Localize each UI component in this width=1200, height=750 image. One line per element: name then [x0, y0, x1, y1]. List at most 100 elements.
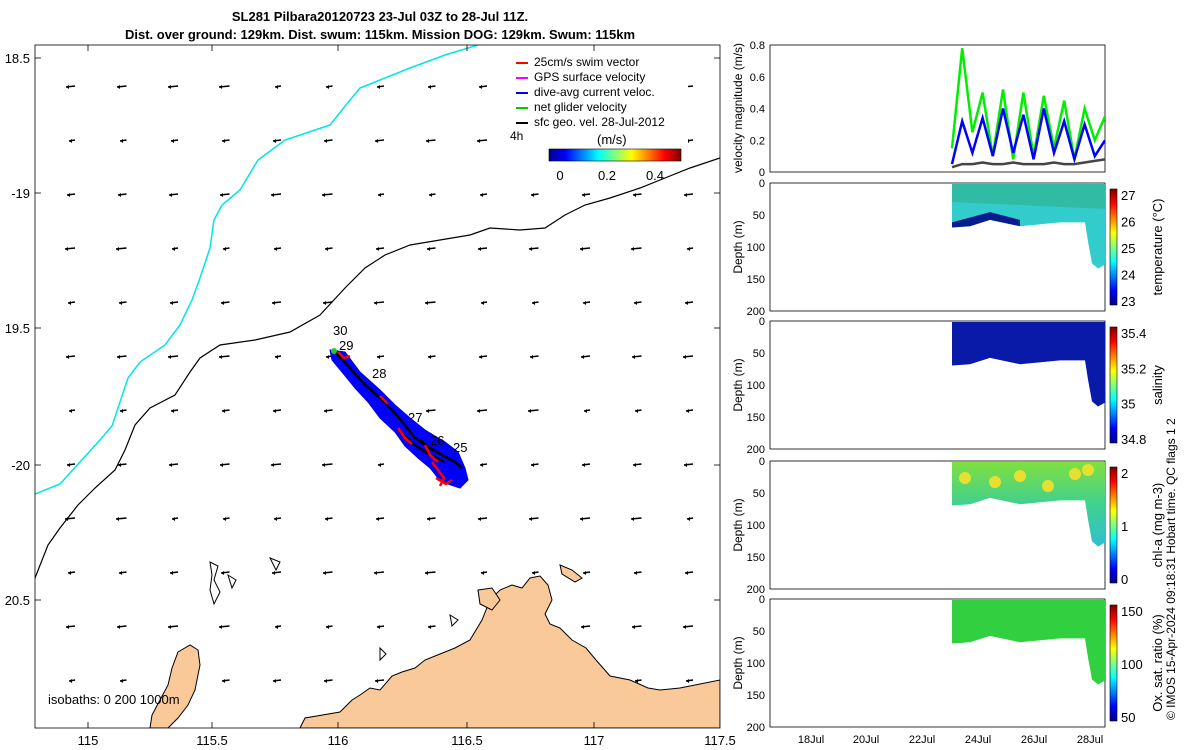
velocity-panel: 0 0.2 0.4 0.6 0.8 velocity magnitude (m/s) [731, 40, 1106, 179]
section-ytick-label: 0 [759, 456, 765, 468]
legend-item: net glider velocity [512, 100, 690, 115]
vector-arrow-head [272, 571, 275, 575]
vector-arrow-head [275, 625, 278, 629]
time-tick-label: 26Jul [1021, 734, 1047, 746]
vector-arrow-head [69, 679, 72, 683]
vector-arrow-head [66, 355, 69, 359]
island-large [149, 644, 201, 728]
vector-arrow-head [632, 625, 635, 629]
figure-title-line2: Dist. over ground: 129km. Dist. swum: 11… [124, 27, 636, 42]
section-ytick-label: 50 [753, 488, 765, 500]
vector-arrow-head [378, 463, 381, 467]
vector-arrow-head [170, 571, 173, 575]
vector-arrow-head [480, 463, 483, 467]
chl-patch [1042, 480, 1054, 492]
vector-arrow-head [120, 139, 123, 143]
lon-tick-label: 117.5 [704, 733, 736, 748]
legend-swatch [516, 91, 528, 94]
vector-arrow-head [427, 517, 430, 521]
colorbar-tick-label: 0.2 [598, 168, 616, 183]
vector-arrow-head [271, 193, 274, 197]
vector-arrow-head [120, 409, 123, 413]
vector-arrow-head [219, 355, 222, 359]
section-ytick-label: 100 [747, 520, 765, 532]
vector-arrow-head [529, 247, 532, 251]
vector-arrow-head [428, 625, 431, 629]
velocity-series [950, 48, 1105, 169]
section-ytick-label: 200 [747, 584, 765, 596]
lon-tick-labels: 115 115.5 116 116.5 117 117.5 [78, 733, 736, 748]
section-colorbar-tick: 25 [1121, 241, 1135, 256]
vector-arrow-head [69, 409, 72, 413]
vector-arrow-head [374, 571, 377, 575]
lat-tick-label: 18.5 [5, 51, 30, 66]
section-data-fill [952, 322, 1105, 407]
lon-tick-label: 116.5 [451, 733, 483, 748]
map-tick-marks [35, 45, 720, 728]
vector-arrow-head [530, 355, 533, 359]
section-colorbar-tick: 50 [1121, 710, 1135, 725]
vector-arrow-head [274, 247, 277, 251]
vector-arrow-head [580, 247, 583, 251]
section-ytick-label: 150 [747, 412, 765, 424]
day-label: 28 [372, 366, 386, 381]
section-colorbar-label: temperature (°C) [1150, 199, 1165, 296]
vector-arrow-head [172, 247, 175, 251]
isobath-200m [35, 45, 479, 495]
lat-tick-label: -20 [11, 458, 30, 473]
swim-vectors [337, 351, 453, 487]
section-colorbar [1109, 466, 1118, 584]
section-ytick-label: 0 [759, 178, 765, 190]
vector-arrow-head [222, 139, 225, 143]
vector-arrow-head [684, 463, 687, 467]
time-tick-label: 18Jul [798, 734, 824, 746]
islet-cluster [209, 557, 459, 662]
section-warm-layer [952, 184, 1105, 209]
vector-arrow-head [377, 625, 380, 629]
lat-tick-label: 19.5 [5, 321, 30, 336]
section-colorbar-tick: 2 [1121, 466, 1128, 481]
section-ytick-label: 100 [747, 658, 765, 670]
vector-arrow-head [65, 247, 68, 251]
vector-arrow-head [324, 679, 327, 683]
vector-arrow-head [117, 355, 120, 359]
chl-patch [1014, 470, 1026, 482]
vector-arrow-head [478, 517, 481, 521]
section-ytick-label: 50 [753, 210, 765, 222]
vector-arrow-head [686, 409, 689, 413]
vector-arrow-head [223, 247, 226, 251]
time-axis-ticks: 18Jul 20Jul 22Jul 24Jul 26Jul 28Jul [798, 734, 1103, 746]
vector-arrow-head [529, 517, 532, 521]
vector-arrow-head [117, 625, 120, 629]
vector-arrow-head [685, 301, 688, 305]
map-colorbar-ticks: 0 0.2 0.4 [556, 168, 664, 183]
mainland-coast [299, 575, 720, 728]
vector-arrow-head [580, 517, 583, 521]
vector-arrow-head [633, 463, 636, 467]
vector-arrow-head [326, 625, 329, 629]
velocity-ytick-label: 0.8 [750, 40, 765, 52]
geostrophic-vector-field [64, 85, 694, 683]
vector-arrow-head [528, 409, 531, 413]
colorbar-tick-label: 0 [556, 168, 563, 183]
vector-arrow-head [374, 301, 377, 305]
legend-swatch [516, 76, 528, 79]
island-small-1 [477, 587, 501, 611]
vector-arrow-head [119, 301, 122, 305]
vector-arrow-head [221, 301, 224, 305]
map-frame [34, 44, 721, 729]
section-colorbar-tick: 26 [1121, 215, 1135, 230]
section-ytick-label: 150 [747, 552, 765, 564]
vector-arrow-head [377, 85, 380, 89]
vector-arrow-head [480, 193, 483, 197]
vector-arrow-head [531, 193, 534, 197]
vector-arrow-head [223, 517, 226, 521]
section-ylabel: Depth (m) [731, 220, 745, 273]
vector-arrow-head [116, 247, 119, 251]
vector-arrow-head [220, 463, 223, 467]
vector-arrow-head [322, 463, 325, 467]
vector-arrow-head [324, 139, 327, 143]
